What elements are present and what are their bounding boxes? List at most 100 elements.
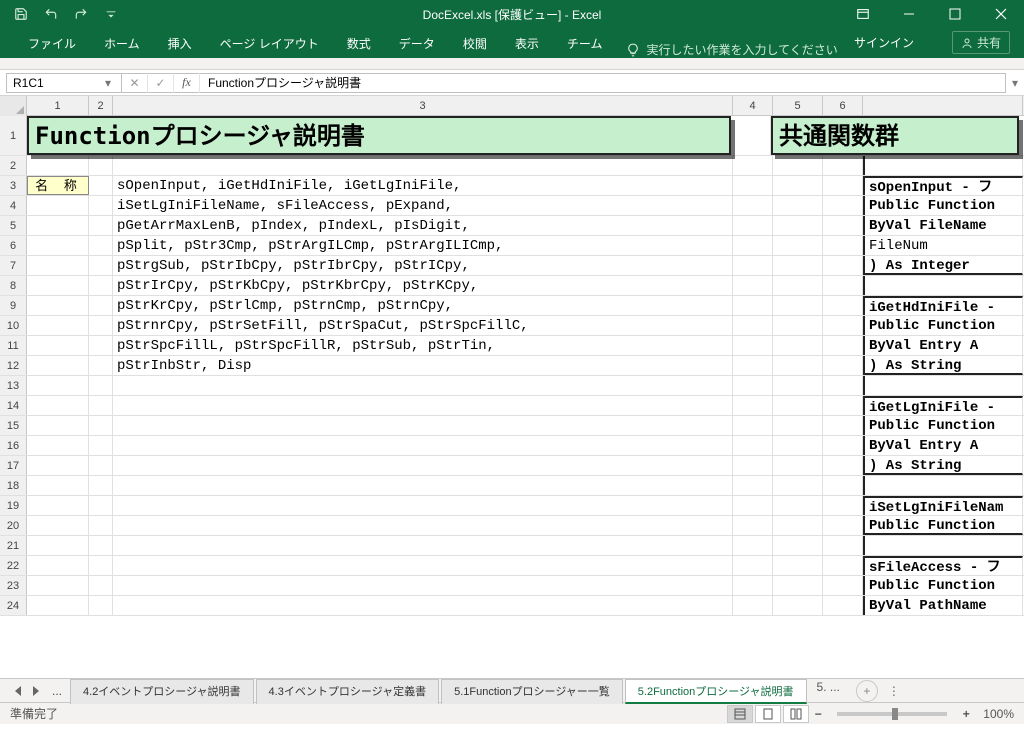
column-header[interactable]: 1	[27, 96, 89, 115]
cell[interactable]	[27, 556, 89, 575]
cell[interactable]	[89, 156, 113, 175]
cell[interactable]	[773, 316, 823, 335]
cell[interactable]	[733, 396, 773, 415]
cell[interactable]	[89, 236, 113, 255]
cancel-formula-icon[interactable]: ✕	[122, 73, 148, 93]
row-header[interactable]: 2	[0, 156, 27, 175]
column-header[interactable]: 2	[89, 96, 113, 115]
cell[interactable]	[27, 196, 89, 215]
cell[interactable]	[773, 356, 823, 375]
cell[interactable]	[113, 576, 733, 595]
cell[interactable]	[733, 436, 773, 455]
tab-review[interactable]: 校閲	[449, 29, 501, 58]
cell[interactable]	[89, 476, 113, 495]
cell[interactable]	[823, 496, 863, 515]
code-cell[interactable]: pStrKrCpy, pStrlCmp, pStrnCmp, pStrnCpy,	[113, 296, 733, 315]
cell[interactable]	[27, 216, 89, 235]
sheet-tab[interactable]: 4.2イベントプロシージャ説明書	[70, 679, 254, 704]
right-code-cell[interactable]: ByVal PathName	[863, 596, 1023, 615]
cell[interactable]	[733, 456, 773, 475]
cell[interactable]	[733, 576, 773, 595]
cell[interactable]	[773, 336, 823, 355]
right-code-cell[interactable]: Public Function	[863, 516, 1023, 535]
row-header[interactable]: 14	[0, 396, 27, 415]
code-cell[interactable]: pStrnrCpy, pStrSetFill, pStrSpaCut, pStr…	[113, 316, 733, 335]
right-code-cell[interactable]: ) As Integer	[863, 256, 1023, 275]
cell[interactable]	[773, 496, 823, 515]
name-box[interactable]: R1C1 ▾	[6, 73, 122, 93]
cell[interactable]	[733, 236, 773, 255]
cell[interactable]	[863, 536, 1023, 555]
cell[interactable]	[733, 356, 773, 375]
cell[interactable]	[89, 196, 113, 215]
cell[interactable]	[113, 596, 733, 615]
cell[interactable]	[27, 396, 89, 415]
cell[interactable]	[773, 156, 823, 175]
cell[interactable]	[733, 216, 773, 235]
cell[interactable]	[733, 596, 773, 615]
right-code-cell[interactable]: ) As String	[863, 356, 1023, 375]
tab-pagelayout[interactable]: ページ レイアウト	[206, 29, 333, 58]
cell[interactable]	[27, 436, 89, 455]
row-header[interactable]: 6	[0, 236, 27, 255]
cell[interactable]	[27, 356, 89, 375]
row-header[interactable]: 3	[0, 176, 27, 195]
tab-view[interactable]: 表示	[501, 29, 553, 58]
row-header[interactable]: 5	[0, 216, 27, 235]
title-cell-left[interactable]: Functionプロシージャ説明書	[27, 116, 731, 155]
cell[interactable]	[823, 356, 863, 375]
cell[interactable]	[773, 236, 823, 255]
row-header[interactable]: 9	[0, 296, 27, 315]
sheet-tabs-menu-icon[interactable]: ⋮	[886, 681, 902, 701]
tell-me-search[interactable]: 実行したい作業を入力してください	[626, 41, 837, 58]
right-code-cell[interactable]: ByVal Entry A	[863, 336, 1023, 355]
cell[interactable]	[113, 476, 733, 495]
tab-data[interactable]: データ	[385, 29, 449, 58]
cell[interactable]	[733, 496, 773, 515]
zoom-out-icon[interactable]: −	[811, 707, 825, 721]
share-button[interactable]: 共有	[952, 31, 1010, 54]
row-header[interactable]: 19	[0, 496, 27, 515]
cell[interactable]	[89, 576, 113, 595]
cell[interactable]	[27, 416, 89, 435]
code-cell[interactable]: pStrgSub, pStrIbCpy, pStrIbrCpy, pStrICp…	[113, 256, 733, 275]
cell[interactable]	[733, 196, 773, 215]
right-code-cell[interactable]: iSetLgIniFileNam	[863, 496, 1023, 515]
qat-customize-icon[interactable]	[98, 2, 124, 26]
cell[interactable]	[773, 596, 823, 615]
minimize-icon[interactable]	[886, 0, 932, 28]
cell[interactable]	[27, 376, 89, 395]
code-cell[interactable]: pStrInbStr, Disp	[113, 356, 733, 375]
column-header[interactable]: 4	[733, 96, 773, 115]
cell[interactable]	[823, 156, 863, 175]
cell[interactable]	[89, 296, 113, 315]
cell[interactable]	[89, 496, 113, 515]
row-header[interactable]: 7	[0, 256, 27, 275]
signin-link[interactable]: サインイン	[854, 34, 914, 51]
right-code-cell[interactable]: sFileAccess - フ	[863, 556, 1023, 575]
cell[interactable]	[113, 416, 733, 435]
cell[interactable]	[823, 256, 863, 275]
code-cell[interactable]: pStrSpcFillL, pStrSpcFillR, pStrSub, pSt…	[113, 336, 733, 355]
column-header[interactable]: 6	[823, 96, 863, 115]
cell[interactable]	[27, 536, 89, 555]
cell[interactable]	[823, 416, 863, 435]
cell[interactable]	[733, 556, 773, 575]
row-header[interactable]: 24	[0, 596, 27, 615]
row-header[interactable]: 18	[0, 476, 27, 495]
cell[interactable]	[823, 276, 863, 295]
chevron-down-icon[interactable]: ▾	[101, 76, 115, 90]
tab-formulas[interactable]: 数式	[333, 29, 385, 58]
formula-expand-icon[interactable]: ▾	[1006, 76, 1024, 90]
cell[interactable]	[733, 516, 773, 535]
row-header[interactable]: 17	[0, 456, 27, 475]
cell[interactable]	[731, 116, 771, 155]
undo-icon[interactable]	[38, 2, 64, 26]
cell[interactable]	[89, 376, 113, 395]
view-pagelayout-icon[interactable]	[755, 705, 781, 723]
sheet-nav-next-icon[interactable]	[28, 681, 44, 701]
sheet-tab[interactable]: 5.1Functionプロシージャー一覧	[441, 679, 623, 704]
cell[interactable]	[89, 276, 113, 295]
cell[interactable]	[773, 376, 823, 395]
row-header[interactable]: 22	[0, 556, 27, 575]
